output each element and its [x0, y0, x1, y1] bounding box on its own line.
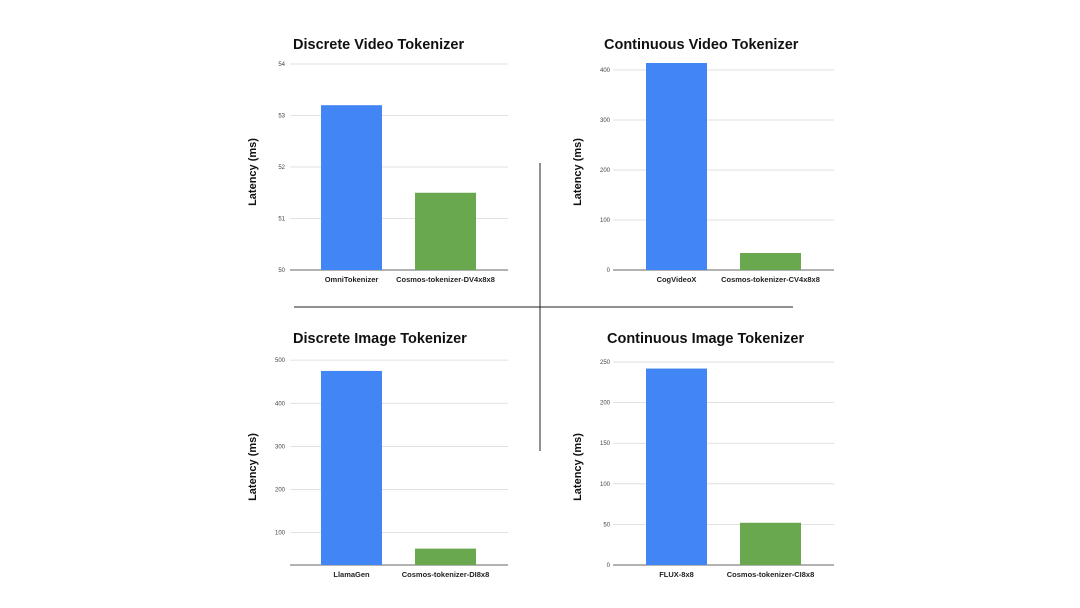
- y-tick-label: 52: [278, 165, 285, 171]
- continuous-video-chart: Continuous Video Tokenizer Latency (ms) …: [572, 37, 834, 284]
- y-axis-label: Latency (ms): [247, 433, 259, 501]
- chart-title: Continuous Video Tokenizer: [604, 37, 799, 53]
- bar-cosmos-tokenizer: [740, 253, 801, 270]
- y-tick-label: 50: [603, 522, 610, 528]
- y-tick-label: 500: [275, 358, 286, 364]
- y-axis-label: Latency (ms): [572, 138, 584, 206]
- y-tick-label: 100: [600, 482, 611, 488]
- y-tick-label: 100: [275, 531, 286, 537]
- x-category-label: Cosmos-tokenizer-DV4x8x8: [396, 275, 495, 284]
- chart-title: Discrete Image Tokenizer: [293, 331, 467, 347]
- bar-cosmos-tokenizer: [415, 548, 476, 565]
- x-category-label: CogVideoX: [657, 275, 697, 284]
- y-tick-label: 400: [600, 68, 611, 74]
- bar-baseline-model: [321, 370, 382, 565]
- x-category-label: FLUX-8x8: [659, 570, 694, 579]
- x-category-label: LlamaGen: [333, 570, 370, 579]
- chart-title: Continuous Image Tokenizer: [607, 331, 804, 347]
- x-category-label: Cosmos-tokenizer-CI8x8: [727, 570, 815, 579]
- y-tick-label: 53: [278, 114, 285, 120]
- bar-baseline-model: [646, 368, 707, 565]
- y-tick-label: 0: [607, 563, 611, 569]
- x-category-label: OmniTokenizer: [325, 275, 379, 284]
- y-tick-label: 200: [600, 168, 611, 174]
- y-tick-label: 300: [275, 444, 286, 450]
- bar-cosmos-tokenizer: [415, 192, 476, 270]
- y-tick-label: 200: [275, 488, 286, 494]
- y-tick-label: 100: [600, 218, 611, 224]
- chart-title: Discrete Video Tokenizer: [293, 37, 464, 53]
- y-tick-label: 400: [275, 401, 286, 407]
- continuous-image-chart: Continuous Image Tokenizer Latency (ms) …: [572, 331, 834, 579]
- bar-baseline-model: [321, 105, 382, 270]
- y-tick-label: 150: [600, 441, 611, 447]
- y-axis-label: Latency (ms): [247, 138, 259, 206]
- x-category-label: Cosmos-tokenizer-CV4x8x8: [721, 275, 820, 284]
- bar-baseline-model: [646, 63, 707, 270]
- y-tick-label: 300: [600, 118, 611, 124]
- discrete-video-chart: Discrete Video Tokenizer Latency (ms) 50…: [247, 37, 508, 284]
- y-tick-label: 0: [607, 268, 611, 274]
- y-tick-label: 50: [278, 268, 285, 274]
- y-tick-label: 200: [600, 401, 611, 407]
- y-tick-label: 250: [600, 360, 611, 366]
- x-category-label: Cosmos-tokenizer-DI8x8: [402, 570, 490, 579]
- bar-cosmos-tokenizer: [740, 522, 801, 565]
- y-tick-label: 51: [278, 217, 285, 223]
- y-axis-label: Latency (ms): [572, 433, 584, 501]
- y-tick-label: 54: [278, 62, 285, 68]
- discrete-image-chart: Discrete Image Tokenizer Latency (ms) 10…: [247, 331, 508, 579]
